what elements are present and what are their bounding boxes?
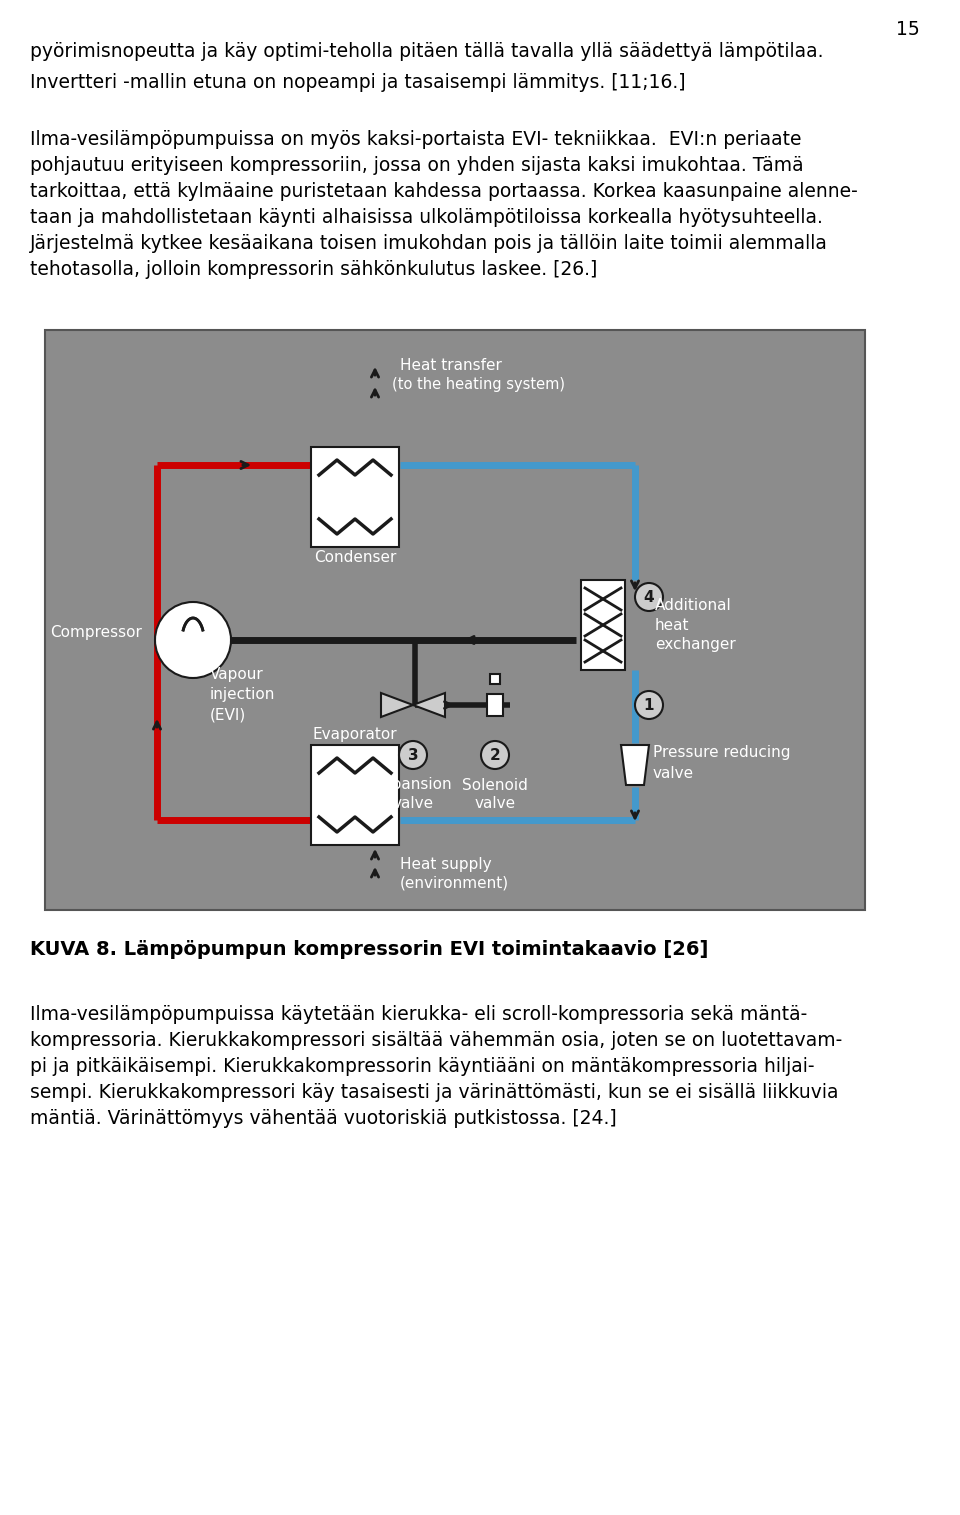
Text: Järjestelmä kytkee kesäaikana toisen imukohdan pois ja tällöin laite toimii alem: Järjestelmä kytkee kesäaikana toisen imu… [30,233,828,253]
Text: sempi. Kierukkakompressori käy tasaisesti ja värinättömästi, kun se ei sisällä l: sempi. Kierukkakompressori käy tasaisest… [30,1083,838,1101]
Circle shape [481,741,509,770]
Polygon shape [413,692,445,717]
Text: mäntiä. Värinättömyys vähentää vuotoriskiä putkistossa. [24.]: mäntiä. Värinättömyys vähentää vuotorisk… [30,1109,616,1129]
Text: Compressor: Compressor [50,624,142,639]
Text: exchanger: exchanger [655,638,735,653]
Text: Additional: Additional [655,597,732,612]
Text: Heat supply: Heat supply [400,857,492,873]
Text: valve: valve [393,795,434,811]
Text: (to the heating system): (to the heating system) [392,377,565,391]
Text: pyörimisnopeutta ja käy optimi-teholla pitäen tällä tavalla yllä säädettyä lämpö: pyörimisnopeutta ja käy optimi-teholla p… [30,42,824,61]
Text: Vapour: Vapour [210,668,264,682]
Text: Solenoid: Solenoid [462,777,528,792]
Polygon shape [621,745,649,785]
Text: taan ja mahdollistetaan käynti alhaisissa ulkolämpötiloissa korkealla hyötysuhte: taan ja mahdollistetaan käynti alhaisiss… [30,208,823,227]
Text: 2: 2 [490,747,500,762]
Bar [45,330,865,911]
Text: Ilma-vesilämpöpumpuissa on myös kaksi-portaista EVI- tekniikkaa.  EVI:n periaate: Ilma-vesilämpöpumpuissa on myös kaksi-po… [30,130,802,148]
Text: tehotasolla, jolloin kompressorin sähkönkulutus laskee. [26.]: tehotasolla, jolloin kompressorin sähkön… [30,261,597,279]
Text: 1: 1 [644,697,655,712]
Text: (EVI): (EVI) [210,708,247,723]
Circle shape [635,691,663,720]
Text: valve: valve [474,795,516,811]
Text: Condenser: Condenser [314,550,396,565]
Text: injection: injection [210,688,276,703]
Text: heat: heat [655,618,689,632]
Text: Ilma-vesilämpöpumpuissa käytetään kierukka- eli scroll-kompressoria sekä mäntä-: Ilma-vesilämpöpumpuissa käytetään kieruk… [30,1004,807,1024]
Text: valve: valve [653,765,694,780]
Circle shape [635,583,663,611]
Text: KUVA 8. Lämpöpumpun kompressorin EVI toimintakaavio [26]: KUVA 8. Lämpöpumpun kompressorin EVI toi… [30,939,708,959]
Text: Pressure reducing: Pressure reducing [653,745,790,761]
Bar [487,694,503,717]
Text: tarkoittaa, että kylmäaine puristetaan kahdessa portaassa. Korkea kaasunpaine al: tarkoittaa, että kylmäaine puristetaan k… [30,182,857,201]
Bar [311,745,399,845]
Circle shape [399,741,427,770]
Text: (environment): (environment) [400,876,509,891]
Text: Evaporator: Evaporator [313,727,397,742]
Text: 15: 15 [897,20,920,39]
Text: Expansion: Expansion [373,777,452,792]
Bar [581,580,625,670]
Text: 3: 3 [408,747,419,762]
Bar [490,674,500,683]
Bar [311,447,399,547]
Text: Heat transfer: Heat transfer [400,358,502,373]
Polygon shape [381,692,413,717]
Text: kompressoria. Kierukkakompressori sisältää vähemmän osia, joten se on luotettava: kompressoria. Kierukkakompressori sisält… [30,1032,842,1050]
Circle shape [155,601,231,679]
Text: Invertteri -mallin etuna on nopeampi ja tasaisempi lämmitys. [11;16.]: Invertteri -mallin etuna on nopeampi ja … [30,73,685,92]
Text: pi ja pitkäikäisempi. Kierukkakompressorin käyntiääni on mäntäkompressoria hilja: pi ja pitkäikäisempi. Kierukkakompressor… [30,1057,814,1076]
Text: pohjautuu erityiseen kompressoriin, jossa on yhden sijasta kaksi imukohtaa. Tämä: pohjautuu erityiseen kompressoriin, joss… [30,156,804,176]
Text: 4: 4 [644,589,655,604]
